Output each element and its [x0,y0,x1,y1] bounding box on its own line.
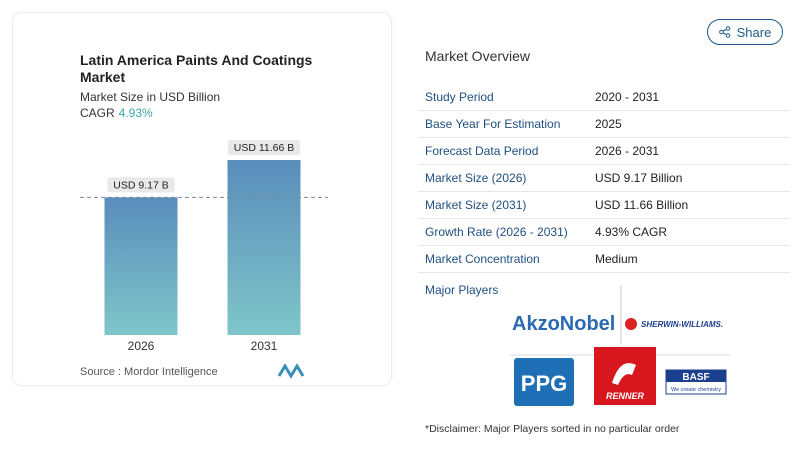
overview-value: USD 9.17 Billion [595,171,683,185]
chart-subtitle: Market Size in USD Billion [80,90,221,104]
chart-card [12,12,392,386]
x-tick-label: 2031 [251,339,278,353]
logo-basf: BASF [682,372,709,383]
value-label: USD 9.17 B [107,177,175,193]
overview-value: USD 11.66 Billion [595,198,689,212]
x-tick-label: 2026 [128,339,155,353]
row-separator [418,164,790,165]
logo-ppg: PPG [521,371,567,396]
value-label-text: USD 11.66 B [234,142,295,154]
overview-value: 4.93% CAGR [595,225,668,239]
overview-label: Base Year For Estimation [425,117,561,131]
logo-basf-tagline: We create chemistry [671,387,721,393]
source-label: Source : [80,366,121,378]
value-label-bg [227,140,301,155]
overview-label: Market Concentration [425,252,540,266]
logo-sherwin: SHERWIN-WILLIAMS. [641,320,723,329]
share-label: Share [736,24,772,40]
row-separator [418,137,790,138]
major-players-title: Major Players [425,283,499,297]
source-name: Mordor Intelligence [124,366,218,378]
overview-value: Medium [595,252,638,266]
bar [227,160,301,335]
overview-title: Market Overview [425,48,531,64]
value-label-text: USD 9.17 B [113,179,168,191]
overview-label: Growth Rate (2026 - 2031) [425,225,568,239]
overview-label: Study Period [425,90,494,104]
row-separator [418,272,790,273]
chart: 2026 USD 9.17 B 2031 USD 11.66 B [80,140,328,379]
share-icon [718,26,730,38]
source-logo [277,363,305,379]
overview-value: 2025 [595,117,622,131]
bar [104,197,178,335]
row-separator [418,245,790,246]
row-separator [418,191,790,192]
overview-label: Market Size (2031) [425,198,527,212]
disclaimer: *Disclaimer: Major Players sorted in no … [425,423,680,435]
share-button[interactable]: Share [707,19,783,45]
overview-value: 2020 - 2031 [595,90,660,104]
overview-label: Market Size (2026) [425,171,527,185]
overview-label: Forecast Data Period [425,144,539,158]
row-separator [418,110,790,111]
value-label: USD 11.66 B [227,140,301,155]
value-label-bg [107,177,175,193]
overview-value: 2026 - 2031 [595,144,660,158]
logo-renner: RENNER [606,391,645,401]
logos: AkzoNobel SHERWIN-WILLIAMS. PPG RENNER B… [510,285,730,406]
row-separator [418,218,790,219]
cagr-label: CAGR [80,106,115,120]
chart-title: Latin America Paints And Coatings Market [80,52,313,85]
logo-akzonobel: AkzoNobel [512,313,615,335]
cagr-value: 4.93% [118,106,153,120]
source: Source : Mordor Intelligence [80,366,218,378]
cagr: CAGR 4.93% [80,106,153,120]
